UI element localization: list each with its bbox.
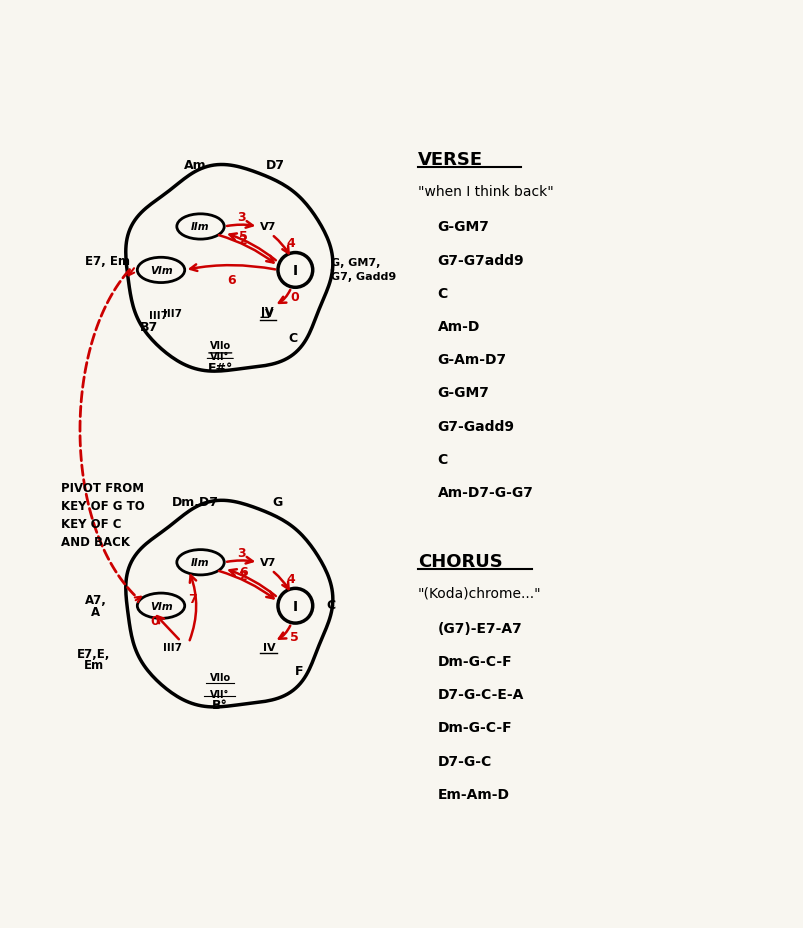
Text: 3: 3 — [237, 547, 245, 560]
Text: IIm: IIm — [191, 558, 210, 568]
Text: I: I — [292, 599, 298, 613]
Text: C: C — [288, 331, 297, 344]
Text: IV: IV — [263, 642, 275, 652]
Text: III7: III7 — [149, 311, 168, 320]
Text: CHORUS: CHORUS — [418, 552, 502, 570]
Text: VIm: VIm — [149, 265, 172, 276]
Text: D7-G-C-E-A: D7-G-C-E-A — [437, 688, 524, 702]
Text: G7, Gadd9: G7, Gadd9 — [331, 272, 396, 282]
Text: VIIo: VIIo — [210, 341, 230, 351]
Text: G7-Gadd9: G7-Gadd9 — [437, 419, 514, 433]
Text: 0: 0 — [150, 614, 159, 627]
Text: III7: III7 — [163, 642, 182, 652]
Text: B7: B7 — [140, 321, 158, 334]
Text: VIm: VIm — [149, 601, 172, 611]
Text: G-GM7: G-GM7 — [437, 386, 489, 400]
Text: E7,E,: E7,E, — [77, 647, 110, 660]
Text: 6: 6 — [226, 274, 235, 287]
Text: Em-Am-D: Em-Am-D — [437, 787, 509, 801]
Text: III7: III7 — [163, 309, 182, 319]
Text: V7: V7 — [259, 222, 275, 232]
Text: G-Am-D7: G-Am-D7 — [437, 353, 506, 367]
Text: Chord Chase: Kodachrome (Paul Simon, 1973): Chord Chase: Kodachrome (Paul Simon, 197… — [241, 90, 562, 104]
Text: Am-D: Am-D — [437, 319, 479, 334]
Text: "when I think back": "when I think back" — [418, 185, 552, 199]
Text: VII°: VII° — [210, 352, 229, 362]
Text: Dm,D7: Dm,D7 — [171, 496, 218, 509]
Text: C: C — [326, 598, 335, 611]
Text: Am: Am — [183, 160, 206, 173]
Text: C: C — [437, 287, 447, 301]
Text: 3: 3 — [237, 212, 245, 225]
Text: VIIo: VIIo — [210, 672, 230, 682]
Text: F#°: F#° — [207, 361, 233, 374]
Text: G, GM7,: G, GM7, — [331, 258, 380, 268]
Text: Am-D7-G-G7: Am-D7-G-G7 — [437, 485, 532, 499]
Text: IV: IV — [261, 309, 274, 319]
Text: 2: 2 — [238, 234, 247, 247]
Text: Dm-G-C-F: Dm-G-C-F — [437, 654, 512, 668]
Text: A7,: A7, — [84, 593, 106, 606]
Text: 5: 5 — [238, 230, 247, 243]
Text: 0: 0 — [290, 290, 299, 303]
Text: G-GM7: G-GM7 — [437, 220, 489, 234]
Text: Dm-G-C-F: Dm-G-C-F — [437, 721, 512, 735]
Text: C: C — [437, 452, 447, 466]
Text: V7: V7 — [259, 558, 275, 568]
Text: I: I — [292, 264, 298, 277]
Text: "(Koda)chrome...": "(Koda)chrome..." — [418, 586, 540, 599]
Text: 7: 7 — [188, 592, 197, 605]
Text: D7-G-C: D7-G-C — [437, 754, 491, 767]
Text: Em: Em — [84, 659, 104, 672]
Text: VERSE: VERSE — [418, 151, 483, 169]
Text: E7, Em: E7, Em — [84, 254, 129, 267]
Text: F: F — [295, 664, 304, 677]
Text: 4: 4 — [286, 572, 295, 585]
Text: 5: 5 — [290, 630, 299, 643]
Text: (G7)-E7-A7: (G7)-E7-A7 — [437, 621, 522, 635]
Text: 4: 4 — [286, 237, 295, 250]
Text: 2: 2 — [238, 569, 247, 582]
Text: IIm: IIm — [191, 222, 210, 232]
Text: A: A — [91, 605, 100, 618]
Text: G: G — [271, 496, 282, 509]
Text: 6: 6 — [238, 566, 247, 579]
Text: B°: B° — [212, 698, 228, 711]
Text: VII°: VII° — [210, 690, 229, 700]
Text: D7: D7 — [266, 160, 285, 173]
Text: PIVOT FROM
KEY OF G TO
KEY OF C
AND BACK: PIVOT FROM KEY OF G TO KEY OF C AND BACK — [60, 482, 145, 548]
Text: IV: IV — [261, 306, 274, 316]
Text: G7-G7add9: G7-G7add9 — [437, 253, 524, 267]
